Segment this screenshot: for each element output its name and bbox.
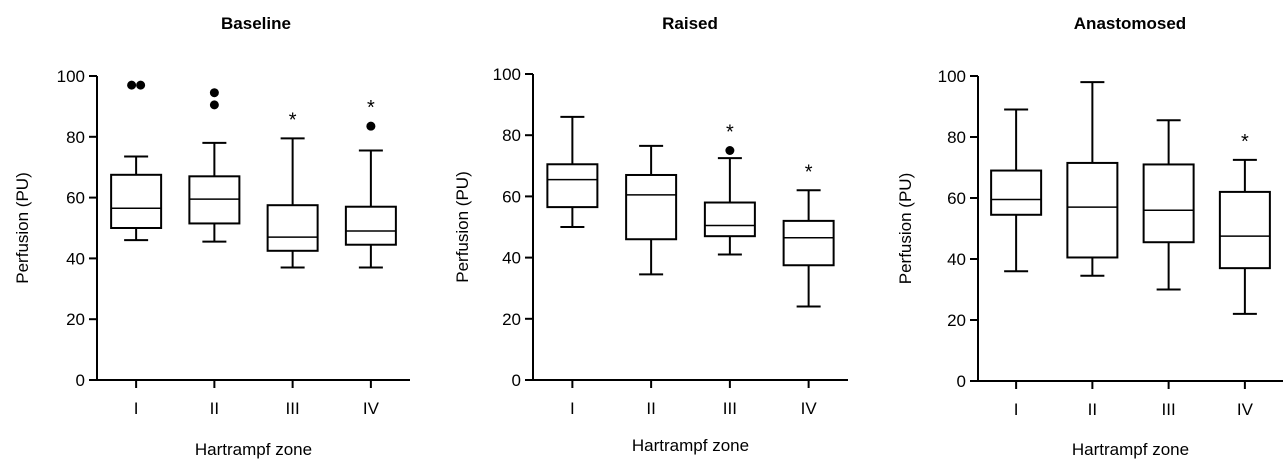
significance-marker: *: [289, 109, 297, 131]
y-tick-label: 20: [502, 310, 521, 329]
box-iqr: [990, 169, 1043, 216]
outlier-point: [209, 100, 219, 110]
box-II: II: [188, 88, 241, 418]
box-iqr: [546, 163, 599, 209]
x-tick-label: I: [1014, 400, 1019, 419]
y-tick-label: 0: [512, 371, 521, 390]
significance-marker: *: [1241, 131, 1249, 153]
x-tick-label: I: [570, 399, 575, 418]
chart-panel-2: Raised 0 20 40 60 80 100 Perfusion (PU) Hartramp…: [453, 14, 848, 455]
chart-title: Raised: [662, 14, 718, 33]
box-iqr: [266, 204, 319, 252]
box-iqr: [625, 173, 678, 241]
box-I: I: [990, 108, 1043, 419]
outlier-point: [366, 121, 376, 131]
y-tick-label: 80: [947, 128, 966, 147]
y-tick-label: 60: [947, 189, 966, 208]
significance-marker: *: [367, 97, 375, 119]
y-tick-label: 40: [947, 250, 966, 269]
x-tick-label: II: [646, 399, 655, 418]
y-tick-label: 20: [66, 310, 85, 329]
x-tick-label: III: [723, 399, 737, 418]
chart-panel-1: Baseline 0 20 40 60 80 100 Perfusion (PU) Hartra…: [13, 14, 410, 459]
y-tick-label: 0: [76, 371, 85, 390]
box-iqr: [1218, 190, 1271, 270]
box-IV: IV *: [782, 161, 835, 418]
x-tick-label: IV: [363, 399, 380, 418]
box-iqr: [344, 205, 397, 246]
box-II: II: [625, 144, 678, 418]
box-I: I: [110, 80, 163, 418]
x-tick-label: IV: [801, 399, 818, 418]
outlier-point: [725, 146, 735, 155]
box-iqr: [188, 175, 241, 225]
x-tick-label: IV: [1237, 400, 1254, 419]
x-axis-label: Hartrampf zone: [632, 436, 749, 455]
box-iqr: [782, 219, 835, 267]
x-tick-label: III: [286, 399, 300, 418]
y-tick-label: 100: [57, 67, 85, 86]
box-III: III: [1142, 119, 1195, 419]
y-tick-label: 80: [502, 126, 521, 145]
chart-title: Anastomosed: [1074, 14, 1186, 33]
box-II: II: [1066, 81, 1119, 419]
chart-title: Baseline: [221, 14, 291, 33]
outlier-point: [127, 80, 137, 90]
box-IV: IV *: [344, 97, 397, 418]
box-III: III *: [703, 122, 756, 418]
y-tick-label: 0: [957, 372, 966, 391]
significance-marker: *: [726, 122, 734, 144]
y-tick-label: 40: [66, 249, 85, 268]
y-tick-label: 60: [502, 187, 521, 206]
x-axis-label: Hartrampf zone: [1072, 440, 1189, 459]
y-tick-label: 60: [66, 189, 85, 208]
box-iqr: [110, 173, 163, 230]
y-tick-label: 80: [66, 128, 85, 147]
x-tick-label: II: [1088, 400, 1097, 419]
box-iqr: [1142, 163, 1195, 244]
box-iqr: [1066, 161, 1119, 259]
outlier-point: [136, 80, 146, 90]
box-III: III *: [266, 109, 319, 418]
x-axis-label: Hartrampf zone: [195, 440, 312, 459]
x-tick-label: I: [134, 399, 139, 418]
x-tick-label: III: [1162, 400, 1176, 419]
y-tick-label: 100: [938, 67, 966, 86]
y-tick-label: 100: [493, 65, 521, 84]
box-I: I: [546, 115, 599, 418]
y-tick-label: 40: [502, 249, 521, 268]
x-tick-label: II: [210, 399, 219, 418]
outlier-point: [209, 88, 219, 98]
y-axis-label: Perfusion (PU): [13, 172, 32, 283]
significance-marker: *: [805, 161, 813, 183]
box-IV: IV *: [1218, 131, 1271, 419]
y-tick-label: 20: [947, 311, 966, 330]
y-axis-label: Perfusion (PU): [453, 171, 472, 282]
box-iqr: [703, 201, 756, 238]
y-axis-label: Perfusion (PU): [896, 173, 915, 284]
chart-panel-3: Anastomosed 0 20 40 60 80 100 Perfusion (PU) Har…: [896, 14, 1283, 459]
